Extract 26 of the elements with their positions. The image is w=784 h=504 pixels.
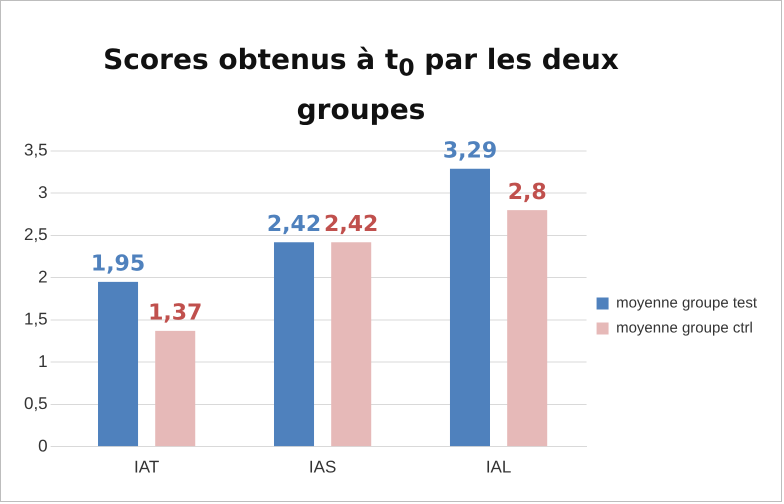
data-label: 2,8 xyxy=(508,180,547,205)
data-label: 2,42 xyxy=(266,212,322,237)
x-tick-label: IAT xyxy=(134,457,160,476)
y-tick-label: 3 xyxy=(38,182,48,202)
y-tick-label: 1,5 xyxy=(24,310,48,329)
bar xyxy=(98,282,138,446)
bar xyxy=(274,242,314,446)
chart-title: Scores obtenus à t$_{0}$ par les deux groupes xyxy=(102,42,620,128)
x-tick-label: IAL xyxy=(486,457,512,476)
data-label: 1,95 xyxy=(90,252,146,277)
legend-label: moyenne groupe test xyxy=(616,294,758,312)
data-label: 2,42 xyxy=(324,212,378,237)
y-tick-label: 2,5 xyxy=(24,225,48,244)
x-tick-label: IAS xyxy=(308,457,336,476)
bar xyxy=(155,330,196,446)
y-tick-label: 1 xyxy=(38,352,48,371)
y-tick-label: 3,5 xyxy=(24,140,48,160)
legend-label: moyenne groupe ctrl xyxy=(616,320,753,337)
y-tick-label: 0,5 xyxy=(24,394,48,414)
y-tick-label: 2 xyxy=(38,267,48,286)
data-label: 3,29 xyxy=(442,138,498,164)
data-label: 1,37 xyxy=(148,300,202,326)
bar xyxy=(507,210,548,446)
bar xyxy=(450,168,490,446)
y-tick-label: 0 xyxy=(38,436,48,456)
bar xyxy=(331,242,372,446)
